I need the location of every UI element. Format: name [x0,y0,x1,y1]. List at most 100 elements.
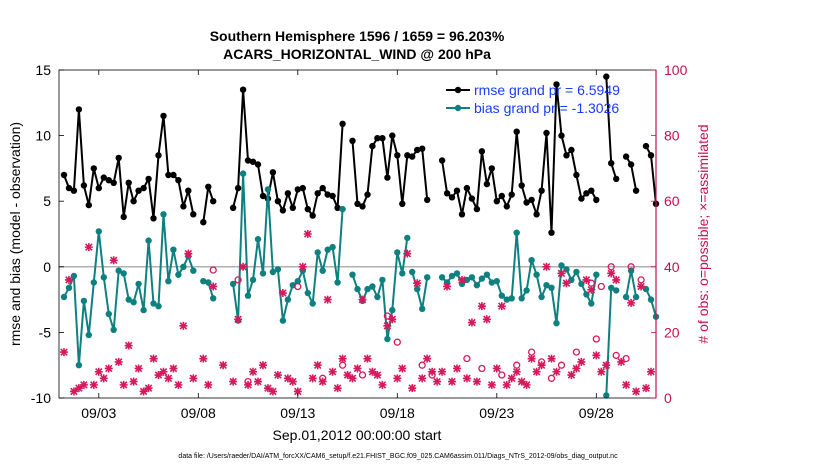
obs-possible-marker [622,354,630,363]
bias-point [483,271,491,278]
bias-point [349,271,356,278]
bias-point [239,170,247,177]
x-tick-label: 09/28 [579,405,614,421]
x-axis: 09/03 09/08 09/13 09/18 09/23 09/28 [81,70,614,421]
obs-possible-marker [393,338,401,346]
obs-assimilated-marker [602,361,611,370]
obs-assimilated-marker [189,374,198,383]
rmse-point [294,186,301,193]
rmse-point [269,169,277,176]
obs-assimilated-marker [109,256,118,265]
obs-possible-marker [547,374,556,382]
obs-assimilated-marker [288,377,297,386]
obs-assimilated-marker [443,282,452,291]
bias-point [364,285,371,293]
obs-assimilated-marker [507,374,516,383]
rmse-point [394,152,401,159]
obs-assimilated-marker [303,230,312,238]
obs-assimilated-marker [199,354,208,363]
rmse-point [80,182,88,189]
obs-assimilated-marker [244,380,253,389]
x-tick-label: 09/03 [81,405,116,421]
bias-point [140,306,147,314]
y-axis-left-label: rmse and bias (model - observation) [7,122,23,346]
obs-assimilated-marker [627,298,636,307]
rmse-point [588,187,595,194]
obs-assimilated-marker [263,384,272,393]
rmse-point [453,187,461,194]
rmse-point [229,204,237,211]
rmse-point [70,187,78,194]
obs-assimilated-marker [298,262,307,271]
bias-point [105,310,113,318]
bias-point [200,278,207,285]
obs-assimilated-marker [89,380,98,389]
obs-assimilated-marker [403,249,412,258]
bias-point [473,282,481,289]
x-tick-label: 09/13 [280,405,315,421]
obs-assimilated-marker [219,361,228,370]
y-left-tick-label: -5 [39,324,52,340]
bias-point [498,292,505,299]
obs-assimilated-marker [537,361,546,370]
obs-assimilated-marker [338,354,347,363]
bias-point [399,270,406,277]
bias-point [269,268,277,276]
obs-possible-marker [418,361,426,369]
y-axis-left: -10 -5 0 5 10 15 [31,62,64,406]
obs-assimilated-marker [467,318,476,327]
rmse-point [299,184,306,192]
bias-point [573,268,580,276]
rmse-point [329,192,336,200]
y-left-tick-label: 5 [43,193,51,209]
bias-point [518,295,525,302]
obs-assimilated-marker [647,367,656,376]
obs-assimilated-marker [154,371,163,380]
bias-point [642,285,650,293]
bias-point [90,279,98,286]
rmse-point [359,203,366,210]
rmse-point [289,204,296,211]
bias-point [409,268,416,276]
rmse-point [424,196,431,204]
rmse-point [130,198,137,205]
obs-assimilated-marker [99,374,108,383]
bias-point [647,296,655,303]
obs-assimilated-marker [438,367,447,376]
y-right-tick-label: 100 [664,62,688,78]
y-left-tick-label: 0 [43,259,51,275]
rmse-point [503,203,510,210]
obs-assimilated-marker [632,387,641,396]
bias-point [523,287,530,294]
obs-assimilated-marker [562,279,571,288]
obs-assimilated-marker [343,371,352,380]
legend-bias-label: bias grand pr = -1.3026 [474,100,619,116]
rmse-point [543,129,550,137]
obs-possible-marker [572,348,581,356]
rmse-point [508,191,515,198]
rmse-point [190,211,197,218]
obs-assimilated-marker [547,354,556,363]
rmse-point [234,184,242,192]
bias-point [135,280,142,288]
obs-assimilated-marker [552,367,561,376]
bias-point [593,271,600,278]
rmse-point [488,165,495,172]
rmse-point [254,161,262,168]
obs-assimilated-marker [149,354,158,363]
obs-assimilated-marker [462,374,471,383]
bias-point [389,306,396,314]
obs-assimilated-marker [567,371,576,380]
obs-assimilated-marker [59,348,68,357]
obs-assimilated-marker [577,357,586,366]
bias-point [115,267,122,274]
rmse-point [613,175,620,183]
obs-assimilated-marker [572,364,581,373]
bias-point [369,283,376,290]
rmse-point [324,191,331,198]
y-axis-right: 0 20 40 60 80 100 [651,62,688,406]
obs-assimilated-marker [363,354,372,363]
obs-assimilated-marker [184,249,193,258]
rmse-point [483,180,491,188]
rmse-point [578,195,585,202]
